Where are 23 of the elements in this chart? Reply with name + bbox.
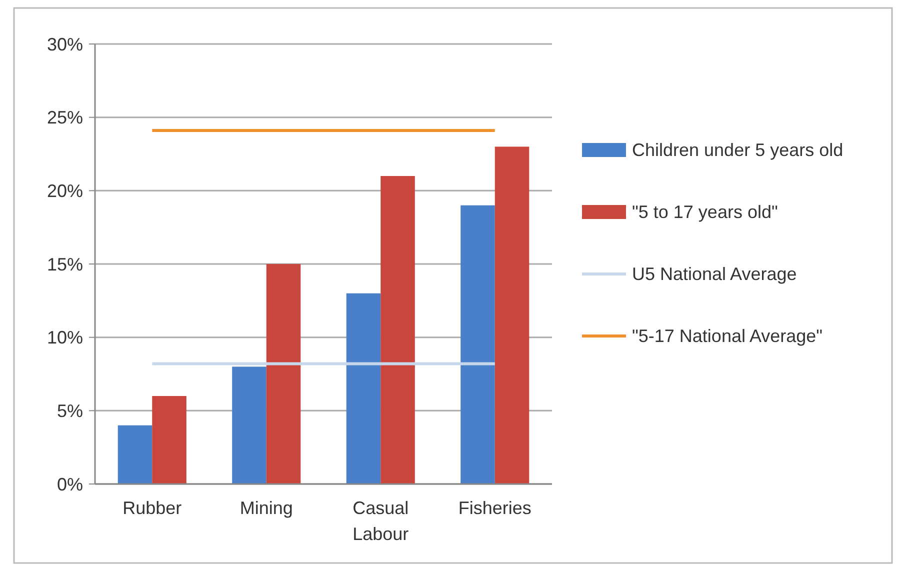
x-tick-label: Fisheries: [458, 498, 532, 518]
legend-label: "5 to 17 years old": [632, 202, 778, 222]
x-tick-label: Rubber: [122, 498, 182, 518]
y-tick-label: 30%: [46, 34, 83, 54]
bar: [266, 264, 301, 484]
y-tick-label: 25%: [46, 108, 83, 128]
bar: [152, 396, 186, 484]
legend-label: Children under 5 years old: [632, 140, 844, 160]
y-tick-label: 20%: [46, 180, 83, 201]
x-tick-label: Mining: [240, 498, 293, 518]
bar: [118, 425, 152, 484]
bar: [346, 293, 381, 484]
bar: [494, 146, 530, 484]
y-tick-label: 0%: [56, 474, 83, 494]
y-tick-label: 15%: [46, 254, 83, 274]
y-tick-label: 10%: [46, 328, 83, 348]
legend-label: U5 National Average: [632, 264, 797, 284]
bar: [380, 176, 415, 484]
bar: [232, 366, 266, 484]
legend-label: "5-17 National Average": [632, 326, 823, 346]
y-tick-label: 5%: [56, 400, 83, 421]
x-tick-label: Casual Labour: [352, 498, 409, 544]
bar: [460, 205, 495, 484]
